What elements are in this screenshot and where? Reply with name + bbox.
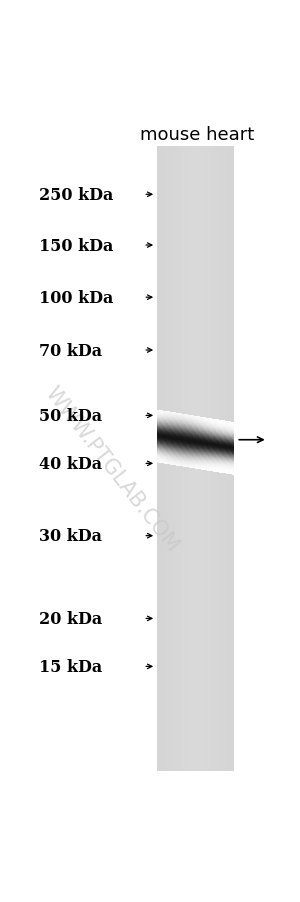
Bar [207, 146, 208, 771]
Bar [175, 146, 176, 771]
Bar [226, 146, 227, 771]
Bar [216, 146, 217, 771]
Bar [227, 146, 228, 771]
Bar [212, 146, 213, 771]
Bar [205, 146, 206, 771]
Bar [180, 146, 181, 771]
Bar [199, 146, 200, 771]
Bar [208, 146, 209, 771]
Bar [169, 146, 170, 771]
Text: 70 kDa: 70 kDa [39, 342, 102, 359]
Bar [189, 146, 190, 771]
Bar [223, 146, 224, 771]
Text: mouse heart: mouse heart [140, 125, 254, 143]
Bar [176, 146, 177, 771]
Bar [158, 146, 159, 771]
Text: 150 kDa: 150 kDa [39, 237, 113, 254]
Bar [163, 146, 164, 771]
Bar [170, 146, 171, 771]
Text: 40 kDa: 40 kDa [39, 456, 102, 473]
Text: 15 kDa: 15 kDa [39, 658, 102, 675]
Bar [193, 146, 194, 771]
Bar [211, 146, 212, 771]
Bar [194, 146, 195, 771]
Bar [200, 146, 201, 771]
Bar [213, 146, 214, 771]
Bar [181, 146, 182, 771]
Bar [172, 146, 173, 771]
Bar [157, 146, 234, 771]
Bar [192, 146, 193, 771]
Bar [217, 146, 218, 771]
Bar [159, 146, 160, 771]
Text: 250 kDa: 250 kDa [39, 187, 113, 204]
Bar [229, 146, 230, 771]
Bar [214, 146, 215, 771]
Bar [183, 146, 184, 771]
Bar [187, 146, 188, 771]
Bar [230, 146, 231, 771]
Bar [228, 146, 229, 771]
Bar [195, 146, 196, 771]
Bar [188, 146, 189, 771]
Bar [185, 146, 186, 771]
Bar [179, 146, 180, 771]
Bar [162, 146, 163, 771]
Bar [166, 146, 167, 771]
Bar [218, 146, 219, 771]
Text: WWW.PTGLAB.COM: WWW.PTGLAB.COM [41, 383, 182, 556]
Bar [178, 146, 179, 771]
Bar [219, 146, 220, 771]
Bar [167, 146, 168, 771]
Bar [160, 146, 161, 771]
Bar [157, 146, 158, 771]
Text: 20 kDa: 20 kDa [39, 611, 102, 627]
Bar [165, 146, 166, 771]
Bar [182, 146, 183, 771]
Bar [209, 146, 210, 771]
Bar [232, 146, 233, 771]
Bar [202, 146, 203, 771]
Bar [201, 146, 202, 771]
Bar [224, 146, 225, 771]
Bar [210, 146, 211, 771]
Bar [204, 146, 205, 771]
Text: 50 kDa: 50 kDa [39, 408, 102, 425]
Bar [164, 146, 165, 771]
Bar [171, 146, 172, 771]
Bar [220, 146, 221, 771]
Bar [197, 146, 199, 771]
Bar [168, 146, 169, 771]
Bar [203, 146, 204, 771]
Bar [184, 146, 185, 771]
Bar [215, 146, 216, 771]
Text: 30 kDa: 30 kDa [39, 528, 102, 545]
Bar [233, 146, 234, 771]
Bar [225, 146, 226, 771]
Bar [221, 146, 223, 771]
Bar [191, 146, 192, 771]
Bar [196, 146, 197, 771]
Bar [177, 146, 178, 771]
Text: 100 kDa: 100 kDa [39, 290, 113, 307]
Bar [186, 146, 187, 771]
Bar [173, 146, 175, 771]
Bar [231, 146, 232, 771]
Bar [161, 146, 162, 771]
Bar [206, 146, 207, 771]
Bar [190, 146, 191, 771]
